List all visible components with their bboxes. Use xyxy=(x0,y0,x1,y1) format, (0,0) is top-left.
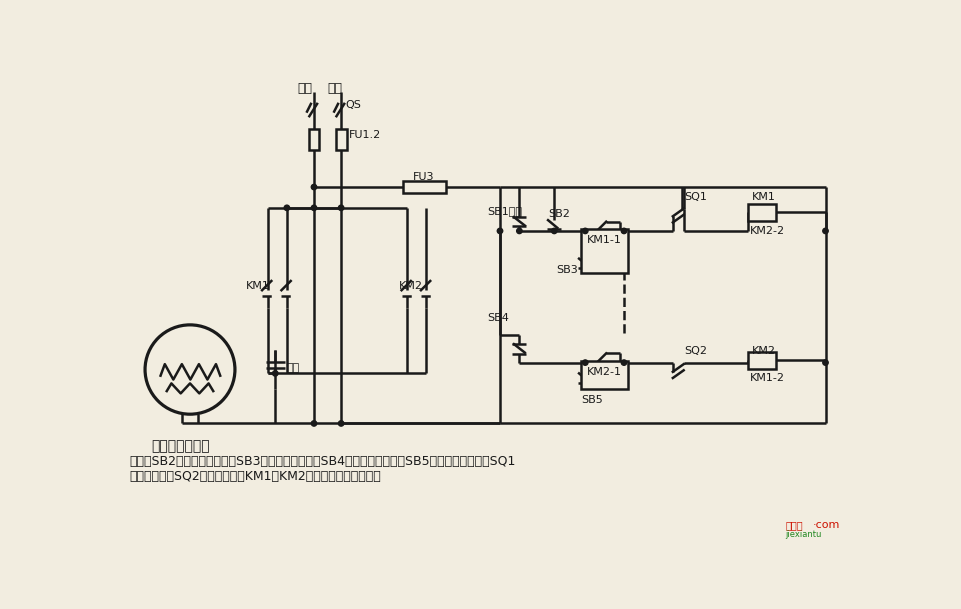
Bar xyxy=(580,230,628,272)
Text: KM1-1: KM1-1 xyxy=(586,235,621,245)
Text: SB3: SB3 xyxy=(555,265,577,275)
Bar xyxy=(748,204,776,221)
Text: jiexiantu: jiexiantu xyxy=(784,530,821,540)
Circle shape xyxy=(338,205,343,211)
Text: KM2: KM2 xyxy=(752,346,776,356)
Circle shape xyxy=(822,228,827,234)
Circle shape xyxy=(822,360,827,365)
Circle shape xyxy=(621,360,626,365)
Text: FU3: FU3 xyxy=(413,172,434,181)
Text: ·com: ·com xyxy=(811,519,839,530)
Text: 单相电容电动机: 单相电容电动机 xyxy=(151,439,209,453)
Text: 零线: 零线 xyxy=(327,82,342,96)
Circle shape xyxy=(311,185,316,190)
Text: 为最高限位，SQ2为最低限位。KM1、KM2可用中间继电器代替。: 为最高限位，SQ2为最低限位。KM1、KM2可用中间继电器代替。 xyxy=(130,470,381,482)
Bar xyxy=(748,352,776,369)
Text: FU1.2: FU1.2 xyxy=(349,130,381,140)
Text: 电容: 电容 xyxy=(286,364,300,373)
Circle shape xyxy=(311,421,316,426)
Text: SB5: SB5 xyxy=(580,395,603,405)
Text: KM1-2: KM1-2 xyxy=(750,373,784,384)
Text: KM2: KM2 xyxy=(399,281,423,291)
Bar xyxy=(403,181,445,193)
Circle shape xyxy=(582,228,587,234)
Text: SQ2: SQ2 xyxy=(683,346,706,356)
Text: SB2: SB2 xyxy=(548,209,569,219)
Text: 接线图: 接线图 xyxy=(784,519,802,530)
Text: KM2-1: KM2-1 xyxy=(586,367,621,377)
Text: SB4: SB4 xyxy=(486,313,508,323)
Bar xyxy=(308,128,319,150)
Circle shape xyxy=(338,421,343,426)
Bar xyxy=(335,128,346,150)
Circle shape xyxy=(283,205,289,211)
Text: 说明：SB2为上升启动按鈕，SB3为上升点动按鈕，SB4为下降启动按鈕，SB5为下降点动按鈕；SQ1: 说明：SB2为上升启动按鈕，SB3为上升点动按鈕，SB4为下降启动按鈕，SB5为… xyxy=(130,455,515,468)
Circle shape xyxy=(311,205,316,211)
Circle shape xyxy=(551,228,556,234)
Text: QS: QS xyxy=(345,100,361,110)
Text: 火线: 火线 xyxy=(297,82,311,96)
Text: KM1: KM1 xyxy=(752,192,775,202)
Circle shape xyxy=(516,228,522,234)
Bar xyxy=(580,361,628,389)
Text: SB1停止: SB1停止 xyxy=(486,206,521,216)
Circle shape xyxy=(272,371,278,376)
Circle shape xyxy=(582,360,587,365)
Circle shape xyxy=(497,228,503,234)
Circle shape xyxy=(621,228,626,234)
Text: KM2-2: KM2-2 xyxy=(750,225,784,236)
Text: SQ1: SQ1 xyxy=(683,192,706,202)
Text: KM1: KM1 xyxy=(246,281,269,291)
